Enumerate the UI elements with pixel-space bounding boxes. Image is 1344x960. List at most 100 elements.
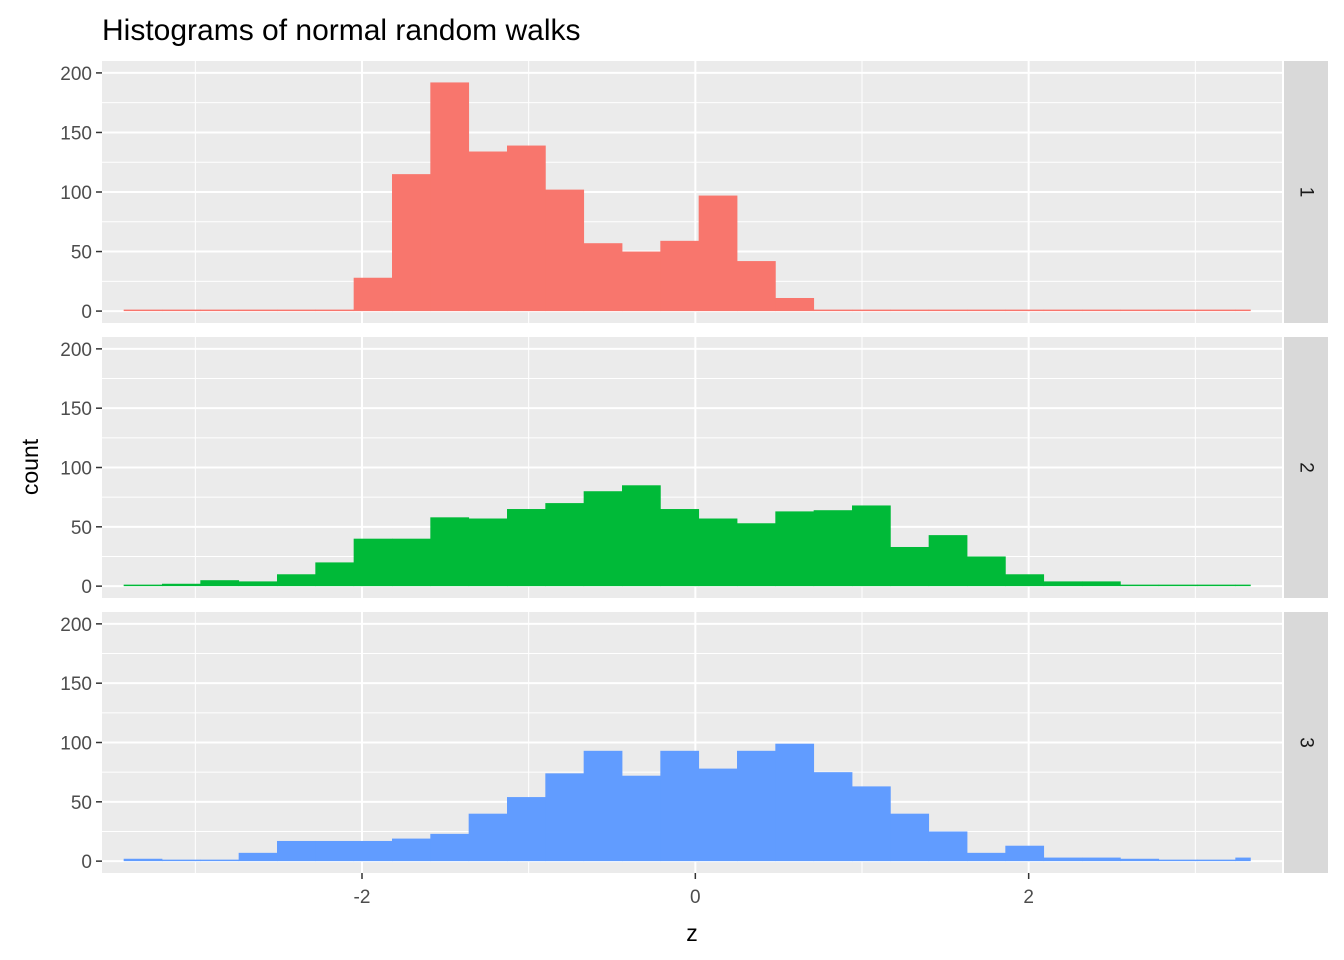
y-tick-label: 50	[71, 518, 92, 539]
histogram-bar	[928, 309, 968, 312]
histogram-bar	[123, 584, 163, 587]
histogram-bar	[1197, 309, 1236, 312]
histogram-bar	[1043, 581, 1083, 587]
histogram-bar	[622, 251, 661, 312]
histogram-bar	[622, 775, 661, 862]
y-tick-label: 150	[60, 399, 92, 420]
histogram-bar	[1043, 857, 1083, 862]
histogram-bar	[468, 813, 508, 862]
y-tick-label: 50	[71, 243, 92, 264]
histogram-bar	[967, 852, 1006, 862]
histogram-bar	[392, 174, 431, 312]
histogram-bar	[928, 831, 968, 862]
histogram-bar	[507, 509, 546, 587]
histogram-bar	[353, 538, 393, 587]
histogram-bar	[507, 145, 546, 312]
histogram-bar	[583, 491, 623, 587]
histogram-bar	[698, 768, 738, 862]
y-tick-label: 0	[81, 852, 92, 873]
histogram-bar	[1005, 574, 1045, 587]
facet-strip-label: 3	[1296, 737, 1317, 748]
y-tick-label: 150	[60, 674, 92, 695]
histogram-bar	[315, 309, 355, 312]
histogram-bar	[545, 503, 585, 587]
histogram-bar	[277, 574, 316, 587]
histogram-bar	[545, 773, 585, 862]
histogram-bar	[1005, 309, 1045, 312]
histogram-bar	[813, 309, 853, 312]
histogram-bar	[277, 309, 316, 312]
histogram-bar	[698, 518, 738, 587]
panel-1: 0 50 100 150 200 1	[60, 61, 1328, 323]
histogram-bar	[737, 750, 776, 862]
histogram-bar	[1235, 857, 1251, 862]
histogram-bar	[967, 556, 1006, 587]
histogram-bar	[583, 243, 623, 312]
histogram-bar	[1005, 845, 1045, 862]
facet-strip-label: 2	[1296, 462, 1317, 473]
y-tick-label: 0	[81, 302, 92, 323]
histogram-bar	[430, 82, 470, 312]
histogram-bar	[813, 772, 853, 862]
panel-2: 0 50 100 150 200 2	[60, 337, 1328, 598]
histogram-bar	[813, 510, 853, 587]
histogram-bar	[468, 518, 508, 587]
histogram-bar	[1082, 309, 1121, 312]
histogram-bar	[890, 813, 930, 862]
y-tick-label: 200	[60, 615, 92, 636]
x-tick-label: 0	[690, 887, 701, 908]
histogram-bar	[890, 546, 930, 587]
histogram-bar	[775, 743, 815, 862]
histogram-bar	[238, 309, 278, 312]
histogram-bar	[200, 309, 240, 312]
histogram-bar	[852, 505, 891, 587]
histogram-bar	[1120, 309, 1160, 312]
histogram-bar	[660, 750, 700, 862]
y-tick-label: 100	[60, 459, 92, 480]
x-axis-label: z	[686, 920, 698, 946]
bars-series-1	[123, 82, 1251, 312]
histogram-bar	[430, 517, 470, 587]
histogram-bar	[852, 786, 891, 862]
facet-strip	[1284, 337, 1328, 598]
histogram-bar	[392, 538, 431, 587]
x-tick-label: 2	[1023, 887, 1034, 908]
histogram-bar	[737, 523, 776, 587]
histogram-bar	[1197, 584, 1236, 587]
histogram-bar	[775, 511, 815, 587]
histogram-bar	[1158, 584, 1198, 587]
y-tick-label: 150	[60, 123, 92, 144]
histogram-bar	[1120, 584, 1160, 587]
histogram-bar	[890, 309, 930, 312]
histogram-bar	[238, 581, 278, 587]
histogram-bar	[660, 509, 700, 587]
histogram-bar	[200, 859, 240, 862]
histogram-bar	[430, 833, 470, 862]
facet-strip	[1284, 61, 1328, 323]
bars-series-3	[123, 743, 1251, 862]
histogram-bar	[1082, 581, 1121, 587]
histogram-bar	[1082, 857, 1121, 862]
histogram-bar	[737, 261, 776, 312]
histogram-bar	[1120, 858, 1160, 862]
y-tick-label: 50	[71, 793, 92, 814]
facet-strip	[1284, 612, 1328, 873]
histogram-bar	[698, 195, 738, 312]
histogram-bar	[545, 189, 585, 312]
histogram-bar	[660, 240, 700, 312]
histogram-bar	[967, 309, 1006, 312]
histogram-bar	[353, 840, 393, 862]
histogram-bar	[315, 840, 355, 862]
histogram-bar	[315, 562, 355, 587]
y-tick-label: 200	[60, 64, 92, 85]
histogram-bar	[277, 840, 316, 862]
y-tick-label: 100	[60, 183, 92, 204]
histogram-bar	[353, 277, 393, 312]
histogram-bar	[1158, 309, 1198, 312]
histogram-bar	[507, 797, 546, 862]
histogram-bar	[583, 750, 623, 862]
histogram-bar	[468, 151, 508, 312]
bars-series-2	[123, 485, 1251, 587]
histogram-bar	[1197, 859, 1236, 862]
